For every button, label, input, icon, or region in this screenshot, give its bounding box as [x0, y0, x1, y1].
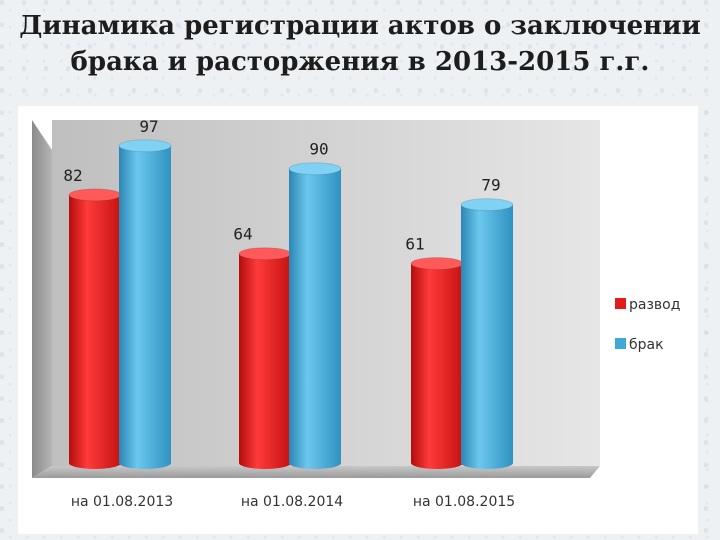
value-label-razvod-0: 82 — [63, 166, 82, 185]
bar-brak-1 — [288, 162, 342, 469]
legend-label-1: брак — [629, 337, 664, 353]
bar-body — [461, 204, 513, 470]
legend-swatch-0 — [615, 298, 626, 309]
legend-label-0: развод — [629, 297, 680, 313]
bar-brak-0 — [118, 139, 172, 469]
legend-swatch-1 — [615, 338, 626, 349]
bar-top — [288, 162, 342, 176]
value-label-brak-0: 97 — [139, 117, 158, 136]
bar-top — [68, 188, 122, 202]
value-label-razvod-2: 61 — [405, 235, 424, 254]
value-label-brak-1: 90 — [309, 140, 328, 159]
bar-top — [410, 257, 464, 271]
bar-body — [239, 253, 291, 469]
value-label-razvod-1: 64 — [233, 225, 252, 244]
category-label-1: на 01.08.2014 — [241, 494, 343, 510]
title-line-1: Динамика регистрации актов о заключении — [19, 11, 701, 41]
bar-top — [238, 247, 292, 261]
bar-top — [118, 139, 172, 153]
floor — [32, 466, 600, 478]
bar-body — [289, 168, 341, 469]
side-wall — [32, 120, 52, 478]
bar-brak-2 — [460, 198, 514, 470]
title-line-2: брака и расторжения в 2013-2015 г.г. — [70, 47, 650, 77]
bar-body — [119, 145, 171, 469]
value-label-brak-2: 79 — [481, 176, 500, 195]
bar-body — [411, 263, 463, 469]
bar-razvod-1 — [238, 247, 292, 469]
bar-chart: 82 97 на 01.08.2013 64 90 на 01.08.2014 61 79 на… — [32, 117, 680, 510]
category-label-2: на 01.08.2015 — [413, 494, 515, 510]
bar-razvod-0 — [68, 188, 122, 470]
bar-body — [69, 194, 121, 470]
bar-top — [460, 198, 514, 212]
bar-razvod-2 — [410, 257, 464, 469]
chart-frame: 82 97 на 01.08.2013 64 90 на 01.08.2014 61 79 на… — [18, 106, 698, 534]
slide-title: Динамика регистрации актов о заключении … — [0, 8, 720, 80]
category-label-0: на 01.08.2013 — [71, 494, 173, 510]
